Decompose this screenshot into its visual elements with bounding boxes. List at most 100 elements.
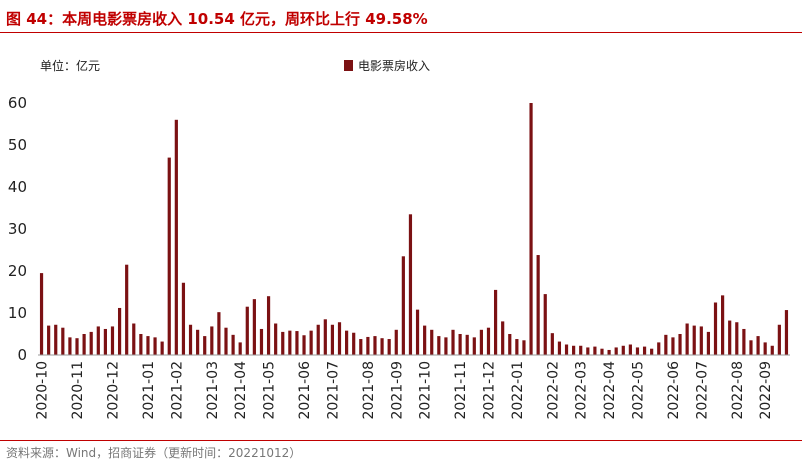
x-tick-label: 2021-12 [481,361,497,420]
bar [394,329,398,355]
bar [132,323,136,355]
y-tick-label: 40 [8,178,27,196]
bar [614,347,618,355]
bar [316,324,320,355]
bar [664,334,668,355]
legend-swatch [344,60,353,71]
bar [401,256,405,355]
bar [501,321,505,355]
bar [117,307,122,355]
bar [266,296,271,355]
y-tick-label: 10 [8,304,27,322]
x-tick-label: 2022-08 [730,361,746,420]
source-note: 资料来源：Wind，招商证券（更新时间：20221012） [6,446,302,460]
bar [380,338,384,355]
bar [564,344,569,355]
bars [39,103,789,355]
bar [486,327,491,355]
bar [366,336,370,355]
bar [245,306,249,355]
x-tick-label: 2021-10 [418,361,434,420]
bar [493,289,498,355]
bar [96,326,100,355]
bar [642,346,647,355]
bar [586,347,590,355]
bar [593,346,597,355]
y-axis: 0 10 20 30 40 50 60 [8,94,27,364]
bar [309,330,313,355]
x-tick-label: 2022-09 [758,361,774,420]
x-tick-label: 2021-06 [297,361,313,420]
bar [103,328,107,355]
bar [387,339,391,355]
bar [281,331,285,355]
bar [224,327,228,355]
bar [529,103,533,355]
y-tick-label: 60 [8,94,27,112]
title-divider [0,32,802,33]
bar [89,331,93,355]
bar [139,334,143,355]
bar [728,320,732,355]
bar [408,214,413,355]
x-tick-label: 2021-07 [325,361,341,420]
bar [373,336,377,355]
footer-divider [0,440,802,441]
legend: 电影票房收入 [344,57,430,74]
bar [302,335,306,355]
bar [39,273,44,355]
bar [508,334,512,355]
bar [54,324,58,355]
bar [536,255,540,355]
bar [252,299,256,355]
bar [557,341,562,355]
bar [465,334,469,355]
x-tick-label: 2021-09 [389,361,405,420]
bar [423,325,427,355]
bar [274,323,278,355]
bar [359,339,363,355]
x-tick-label: 2021-08 [361,361,377,420]
x-tick-label: 2021-02 [169,361,185,420]
bar [756,336,760,355]
x-tick-label: 2020-11 [70,361,86,420]
bar [472,337,476,355]
bar [153,337,157,355]
bar [607,349,611,355]
unit-label: 单位：亿元 [40,59,101,73]
bar [479,329,483,355]
bar [621,345,625,355]
bar [231,334,235,355]
bar [749,340,753,355]
bar [742,328,746,355]
bar [203,336,207,355]
bar [735,322,739,355]
x-tick-label: 2022-06 [666,361,682,420]
bar [692,325,696,355]
bar [657,342,661,355]
bar [110,326,115,355]
bar [685,323,689,355]
bar [323,319,327,355]
bar [174,119,178,355]
bar [572,345,576,355]
bar [635,347,640,355]
bar [650,348,654,355]
x-tick-label: 2022-01 [510,361,526,420]
bar [82,334,86,355]
figure-title: 图 44：本周电影票房收入 10.54 亿元，周环比上行 49.58% [6,10,428,28]
bar [600,348,604,355]
bar [238,342,242,355]
bar [763,342,767,355]
bar [217,312,221,355]
bar [430,329,434,355]
bar [628,344,632,355]
bar [146,336,150,355]
bar [415,309,420,355]
bar [543,294,547,355]
bar [522,340,526,355]
bar-chart: 0 10 20 30 40 50 60 2020-10 2020-11 2020-12 2021-… [8,94,790,420]
bar [352,332,356,355]
y-tick-label: 0 [17,346,27,364]
bar [125,264,129,355]
